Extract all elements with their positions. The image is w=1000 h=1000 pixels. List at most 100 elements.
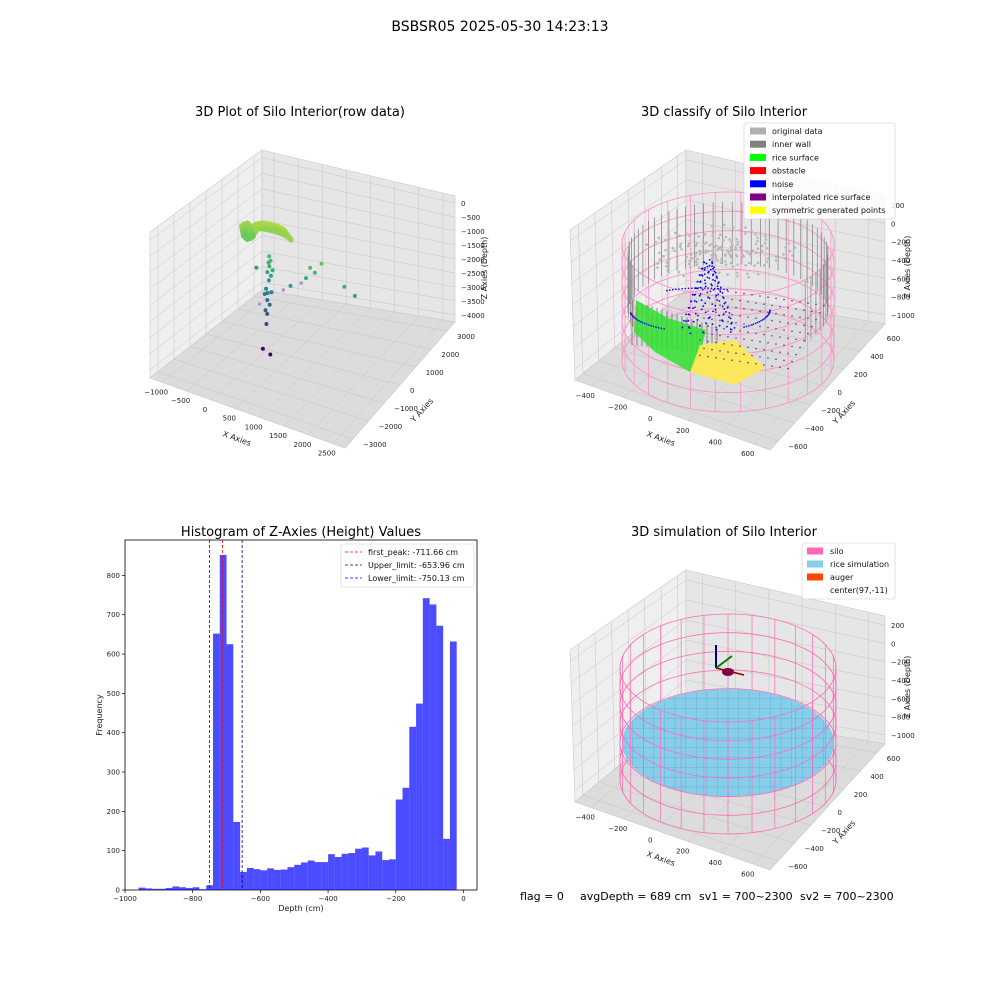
original-point [766,257,770,260]
legend-swatch [750,206,766,214]
y-tick-label: 800 [107,572,120,580]
noise-point [660,327,663,330]
scatter-point [265,298,270,303]
original-point [787,242,791,245]
noise-point [704,311,707,314]
auger-marker [715,645,745,676]
x-tick-label: 0 [461,895,465,903]
interpolated-point [763,303,765,306]
status-avg-depth: avgDepth = 689 cm [580,890,691,903]
interpolated-point [775,312,777,315]
interpolated-point [739,360,741,363]
noise-point [629,312,632,314]
noise-point [756,321,759,324]
interpolated-point [779,305,781,308]
original-point [671,246,675,250]
histogram-legend: first_peak: -711.66 cm Upper_limit: -653.… [340,543,475,588]
original-point [788,249,792,253]
interpolated-point [767,296,769,299]
interpolated-point [751,324,753,327]
noise-point [723,288,725,291]
noise-point [694,306,696,309]
classify-interpolated [699,289,825,370]
z-tick-label: −400 [891,677,910,685]
original-point [716,247,720,251]
histogram-y-label: Frequency [95,694,104,736]
y-tick-label: 600 [887,335,900,343]
original-point [689,265,692,269]
interpolated-point [699,324,701,326]
interpolated-point [727,351,729,353]
noise-point [752,323,755,326]
noise-point [726,288,728,291]
noise-point [717,287,719,290]
noise-point [650,324,652,327]
noise-point [684,320,687,322]
original-point [726,249,729,252]
scatter-point [266,278,271,283]
classify-legend: original data inner wall rice surface obsta… [743,122,896,220]
original-point [690,256,694,260]
legend-swatch [750,153,766,161]
noise-point [693,294,696,296]
y-tick-label: 200 [854,371,867,379]
interpolated-point [715,341,717,344]
histogram-y-ticks: 0 100 200 300 400 500 600 700 800 [107,572,125,895]
original-point [793,246,797,249]
noise-point [721,319,723,321]
noise-point [699,281,701,284]
noise-point [666,289,668,292]
noise-point [712,267,714,270]
original-point [748,252,751,256]
z-tick-label: −1500 [461,242,485,250]
interpolated-point [735,322,737,324]
grid-line-z-left [570,179,687,263]
original-point [687,242,691,245]
x-tick-label: 600 [741,450,754,458]
grid-line-y [173,358,369,422]
original-point [697,235,700,238]
original-point [698,249,701,252]
original-point [774,259,778,262]
histogram-bar [260,870,268,890]
y-tick-label: −3000 [363,441,387,449]
original-point [756,261,760,265]
y-tick-label: 100 [107,847,120,855]
interpolated-point [747,301,749,303]
interpolated-point [707,325,709,328]
noise-point [703,268,706,271]
original-point [774,255,778,259]
histogram-bar [294,864,301,890]
interpolated-point [783,329,785,331]
original-point [654,240,658,244]
legend-label: Lower_limit: -750.13 cm [368,574,465,583]
interpolated-point [735,306,737,309]
silo-ring [621,282,835,336]
grid-line-z-left [149,173,263,257]
interpolated-point [783,298,785,301]
original-point [750,229,753,233]
interpolated-point [767,357,769,359]
noise-point [705,322,707,325]
grid-line-z [261,173,456,218]
original-point [665,265,668,268]
noise-point [699,293,702,295]
interpolated-point [787,322,789,324]
interpolated-point [699,354,701,357]
interpolated-point [731,298,733,301]
original-point [734,253,738,257]
original-point [679,242,683,246]
interpolated-point [703,347,705,350]
legend-label: interpolated rice surface [772,193,870,202]
original-point [740,261,743,264]
original-point [760,249,764,253]
original-point [664,238,667,242]
noise-point [700,299,703,301]
status-sv2: sv2 = 700~2300 [800,890,894,903]
original-point [688,234,691,238]
interpolated-point [811,325,813,328]
histogram-bar [219,554,227,890]
noise-point [697,314,699,317]
original-point [667,235,671,238]
original-point [728,253,731,256]
